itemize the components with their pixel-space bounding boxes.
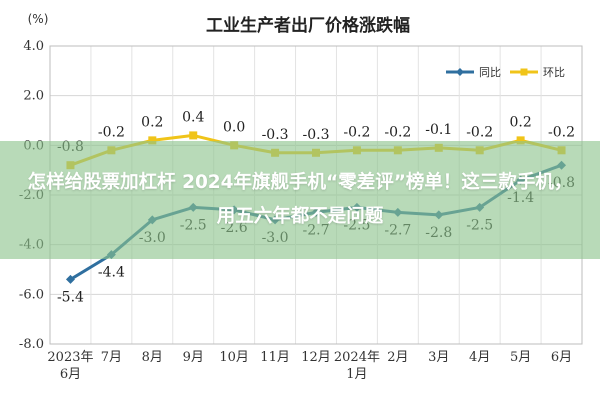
x-tick-label: 4月: [469, 350, 490, 365]
x-tick-label: 12月: [301, 350, 331, 365]
y-tick-label: 2.0: [23, 89, 44, 104]
data-label-mom: -0.2: [384, 124, 411, 140]
y-tick-label: -6.0: [19, 287, 44, 302]
x-tick-label: 8月: [142, 350, 163, 365]
data-point-yoy: [65, 274, 75, 284]
data-point-mom: [516, 136, 525, 145]
data-label-mom: 0.0: [223, 119, 245, 135]
x-tick-label: 3月: [428, 350, 449, 365]
x-tick-label: 2023年 6月: [47, 350, 93, 382]
data-label-yoy: -4.4: [98, 265, 125, 281]
legend-label-yoy: 同比: [479, 66, 501, 79]
legend-marker-yoy: [456, 68, 464, 76]
data-label-mom: 0.2: [141, 114, 163, 130]
banner-headline[interactable]: 怎样给股票加杠杆 2024年旗舰手机“零差评”榜单！这三款手机，用五六年都不是问…: [27, 172, 573, 227]
data-point-mom: [189, 131, 198, 140]
x-tick-label: 11月: [260, 350, 290, 365]
data-label-mom: -0.2: [98, 124, 125, 140]
x-tick-label: 9月: [183, 350, 204, 365]
data-label-mom: -0.2: [548, 124, 575, 140]
legend: 同比 环比: [446, 66, 565, 79]
data-label-yoy: -5.4: [57, 289, 84, 305]
legend-marker-mom: [520, 68, 528, 76]
data-label-mom: -0.2: [343, 124, 370, 140]
x-tick-label: 6月: [551, 350, 572, 365]
data-label-mom: -0.3: [262, 127, 289, 143]
x-tick-label: 7月: [101, 350, 122, 365]
y-tick-label: 4.0: [23, 39, 44, 54]
legend-label-mom: 环比: [543, 66, 565, 79]
data-label-mom: 0.4: [182, 109, 204, 125]
x-tick-label: 2024年 1月: [334, 350, 380, 382]
y-tick-label: -8.0: [19, 337, 44, 352]
data-point-mom: [148, 136, 157, 145]
x-tick-label: 10月: [219, 350, 249, 365]
overlay-banner[interactable]: 怎样给股票加杠杆 2024年旗舰手机“零差评”榜单！这三款手机，用五六年都不是问…: [0, 141, 600, 259]
data-label-mom: -0.2: [466, 124, 493, 140]
y-unit-label: (%): [28, 12, 49, 26]
x-tick-label: 5月: [510, 350, 531, 365]
data-label-mom: -0.1: [425, 122, 452, 138]
x-tick-label: 2月: [387, 350, 408, 365]
data-label-mom: -0.3: [303, 127, 330, 143]
data-label-mom: 0.2: [509, 114, 531, 130]
chart-title: 工业生产者出厂价格涨跌幅: [206, 15, 410, 36]
